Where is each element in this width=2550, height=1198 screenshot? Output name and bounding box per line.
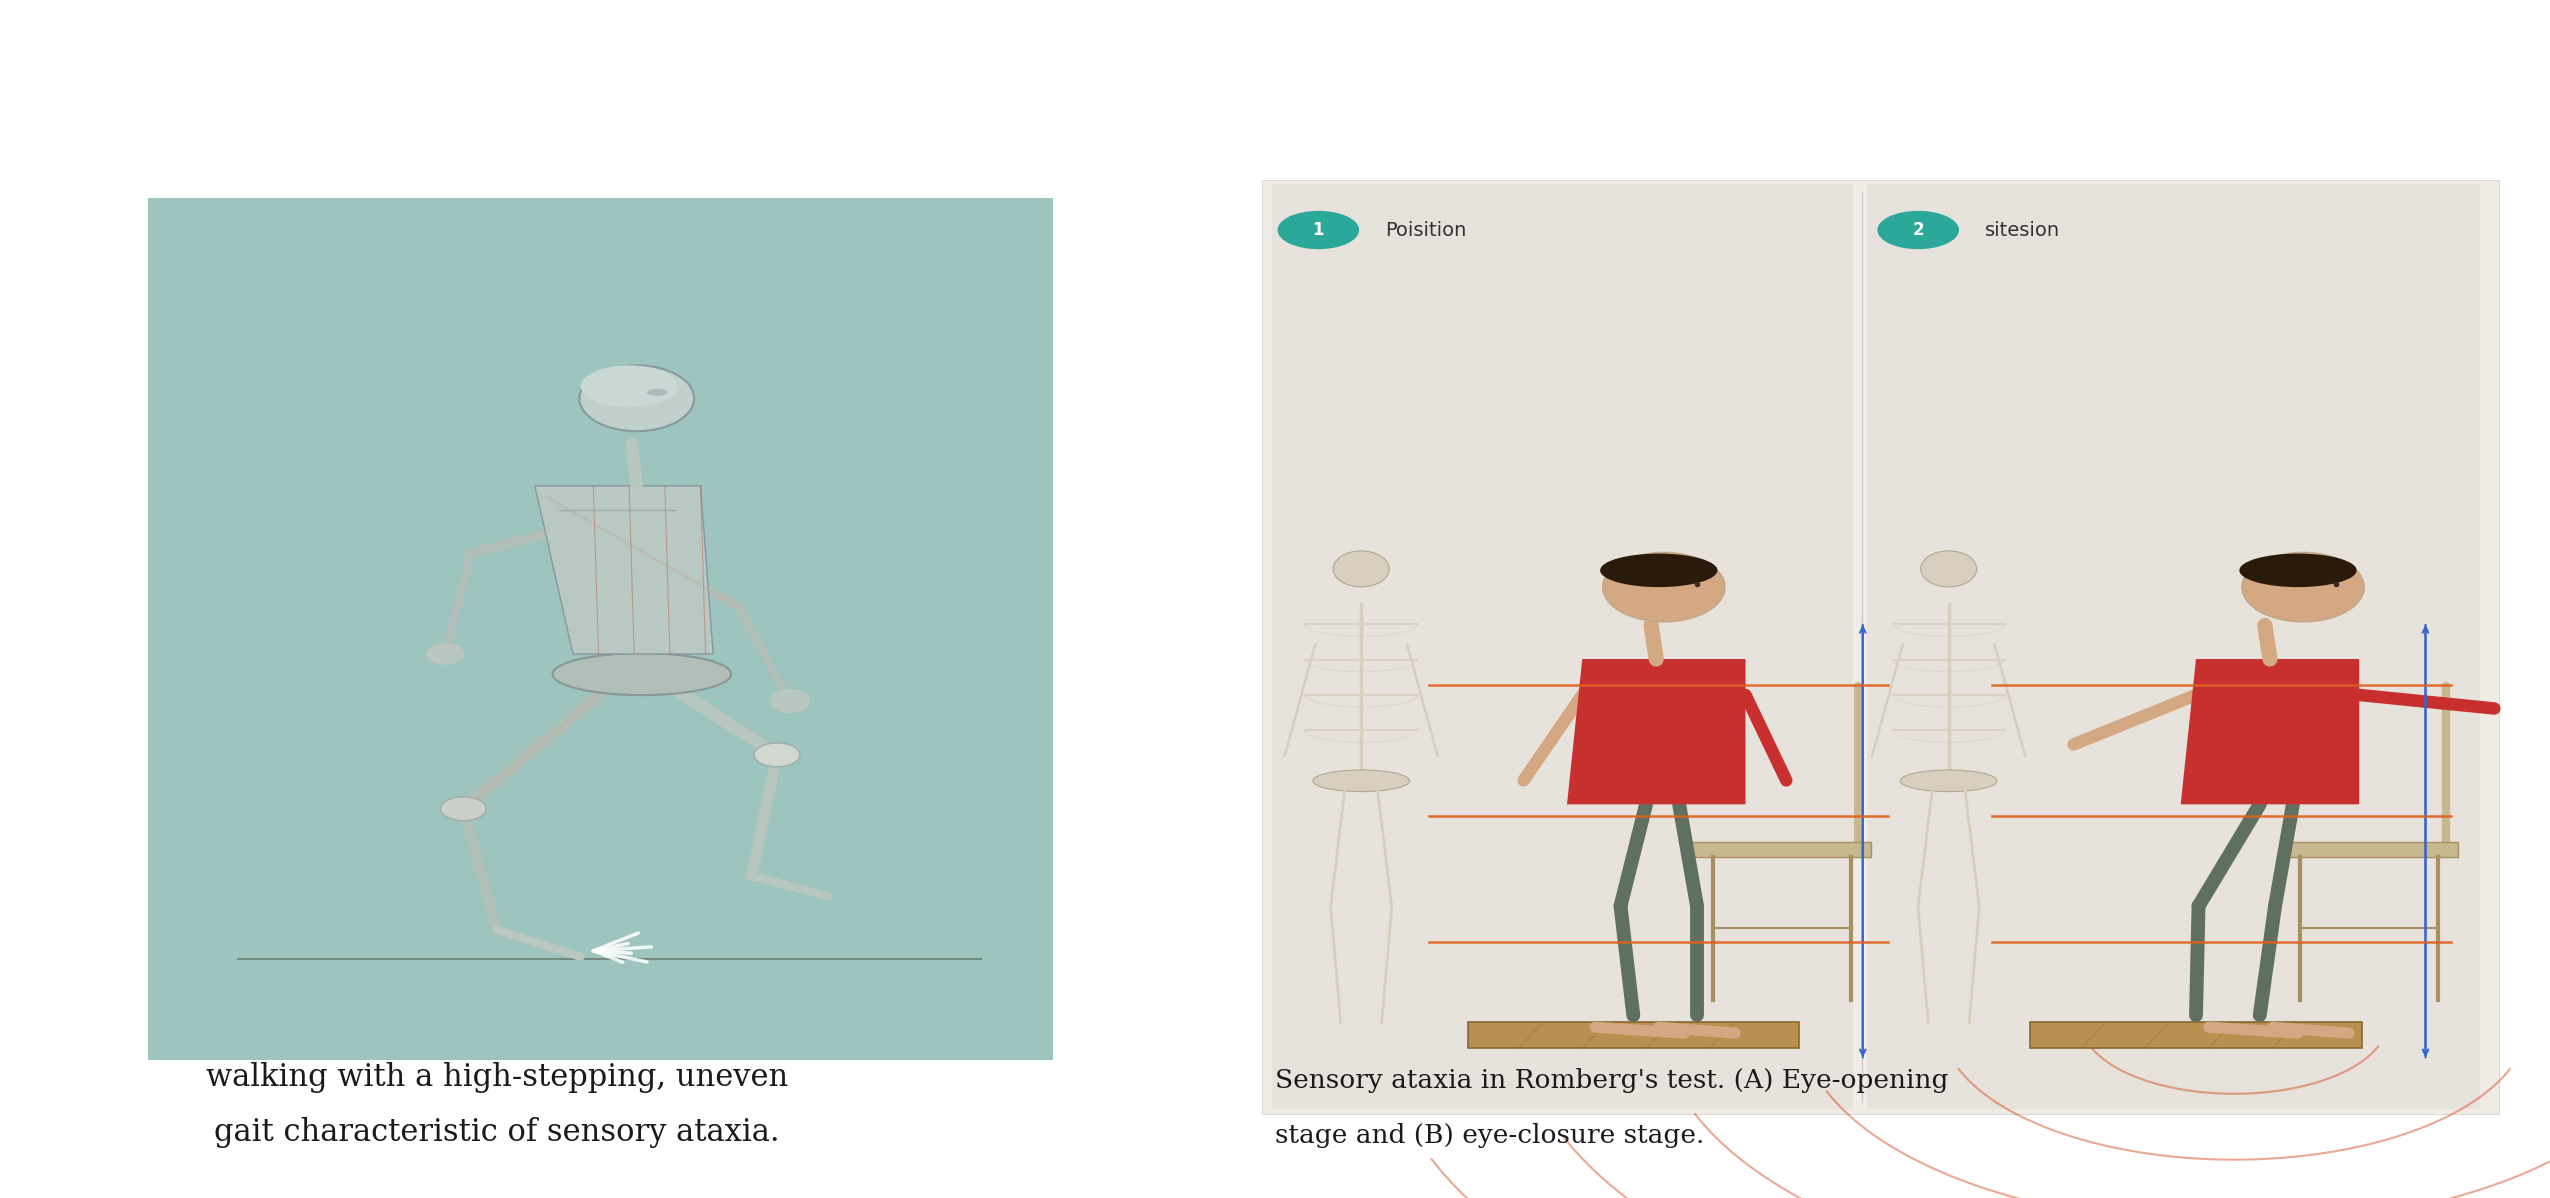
Text: gait characteristic of sensory ataxia.: gait characteristic of sensory ataxia. [214,1117,780,1148]
Ellipse shape [1313,770,1410,792]
Text: 1: 1 [1313,220,1323,240]
FancyBboxPatch shape [1272,184,1854,1109]
Ellipse shape [579,365,694,431]
Text: 2: 2 [1912,220,1925,240]
Ellipse shape [755,743,801,767]
Ellipse shape [426,643,464,665]
Ellipse shape [1334,551,1390,587]
FancyBboxPatch shape [1466,1022,1798,1048]
Polygon shape [1566,659,1744,804]
FancyBboxPatch shape [2030,1022,2361,1048]
Text: sitesion: sitesion [1984,220,2060,240]
FancyBboxPatch shape [1867,184,2481,1109]
Text: walking with a high-stepping, uneven: walking with a high-stepping, uneven [207,1061,788,1093]
Ellipse shape [1920,551,1976,587]
Text: stage and (B) eye-closure stage.: stage and (B) eye-closure stage. [1275,1123,1703,1148]
Polygon shape [2180,659,2359,804]
Ellipse shape [441,797,487,821]
Text: Sensory ataxia in Romberg's test. (A) Eye-opening: Sensory ataxia in Romberg's test. (A) Ey… [1275,1067,1948,1093]
Circle shape [1278,211,1359,249]
Ellipse shape [581,365,678,407]
FancyBboxPatch shape [2280,842,2458,857]
Ellipse shape [553,653,732,695]
FancyBboxPatch shape [1262,180,2499,1114]
Ellipse shape [1599,553,1719,587]
Ellipse shape [1900,770,1997,792]
Ellipse shape [648,388,668,395]
Ellipse shape [2241,552,2364,622]
Ellipse shape [770,689,811,713]
Text: Poisition: Poisition [1385,220,1466,240]
Polygon shape [536,485,714,654]
Circle shape [1877,211,1958,249]
FancyBboxPatch shape [1693,842,1872,857]
Ellipse shape [2239,553,2356,587]
FancyBboxPatch shape [148,198,1053,1060]
Ellipse shape [1601,552,1724,622]
